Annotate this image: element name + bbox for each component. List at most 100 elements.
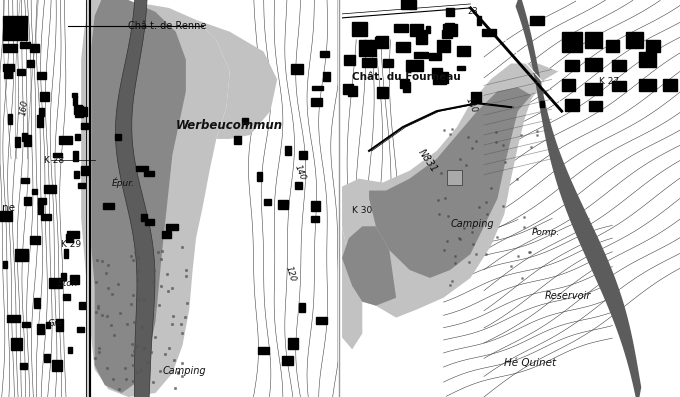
Bar xyxy=(414,52,428,58)
Bar xyxy=(296,182,303,189)
Bar xyxy=(15,137,20,147)
Bar xyxy=(589,101,602,111)
Bar xyxy=(445,23,454,35)
Bar xyxy=(606,40,619,52)
Bar xyxy=(457,66,465,70)
Bar xyxy=(426,26,430,33)
Bar xyxy=(457,46,471,56)
Bar xyxy=(24,197,31,205)
Bar xyxy=(103,202,114,209)
Bar xyxy=(565,99,579,111)
Text: Camping: Camping xyxy=(450,219,494,229)
Bar xyxy=(265,198,271,205)
Bar xyxy=(3,64,14,71)
Text: Reservoir: Reservoir xyxy=(545,291,591,301)
Bar xyxy=(562,32,582,52)
Text: K 30: K 30 xyxy=(352,206,373,215)
Bar xyxy=(362,58,376,67)
Bar xyxy=(646,40,660,52)
Bar xyxy=(401,0,411,9)
Bar xyxy=(562,79,575,91)
Text: Hé Quinet: Hé Quinet xyxy=(505,358,556,368)
Bar xyxy=(376,36,388,48)
Bar xyxy=(80,107,86,116)
Bar xyxy=(27,60,34,67)
Text: 160: 160 xyxy=(18,98,30,116)
Bar xyxy=(409,24,423,36)
Bar xyxy=(312,86,323,90)
Bar xyxy=(316,318,327,324)
Text: K 29: K 29 xyxy=(61,240,81,249)
Bar xyxy=(53,153,63,158)
Bar xyxy=(233,136,241,144)
Bar xyxy=(437,40,450,52)
Bar xyxy=(446,8,454,16)
Bar xyxy=(66,234,73,243)
Bar xyxy=(30,236,39,245)
Text: Châ t. de Renne: Châ t. de Renne xyxy=(129,21,207,31)
Bar xyxy=(311,201,320,211)
Bar xyxy=(22,322,30,327)
Bar xyxy=(141,214,147,222)
Bar xyxy=(0,211,12,221)
Text: Werbeucommun: Werbeucommun xyxy=(175,119,283,131)
Bar xyxy=(320,51,328,57)
Bar xyxy=(41,214,50,220)
Bar xyxy=(37,115,43,127)
Bar xyxy=(56,319,63,331)
Bar xyxy=(530,16,544,25)
Bar xyxy=(433,75,446,84)
Bar xyxy=(115,134,121,140)
Bar xyxy=(64,249,68,258)
Bar xyxy=(299,151,307,159)
Bar xyxy=(282,356,292,364)
Polygon shape xyxy=(369,87,531,278)
Bar xyxy=(258,347,269,355)
Bar xyxy=(22,133,27,141)
Bar xyxy=(613,60,626,71)
Bar xyxy=(75,113,83,117)
Bar xyxy=(40,92,50,101)
Bar xyxy=(12,338,22,350)
Bar xyxy=(396,42,409,52)
Bar xyxy=(144,171,154,176)
Bar xyxy=(37,72,46,79)
Bar xyxy=(565,60,579,71)
Text: Chât. du Fourneau: Chât. du Fourneau xyxy=(352,72,461,83)
Text: Camping: Camping xyxy=(163,366,206,376)
Bar xyxy=(44,354,50,362)
Bar xyxy=(52,360,62,371)
Bar xyxy=(38,202,43,214)
Bar xyxy=(76,106,82,110)
Bar xyxy=(63,294,70,300)
Text: Gie: Gie xyxy=(48,319,63,328)
Text: 140: 140 xyxy=(464,96,479,114)
Text: N831: N831 xyxy=(416,147,439,174)
Bar xyxy=(377,87,388,98)
Polygon shape xyxy=(116,0,155,397)
Bar xyxy=(34,298,39,308)
Bar xyxy=(3,44,17,52)
Bar xyxy=(32,189,37,194)
Text: 140: 140 xyxy=(292,164,307,182)
Bar xyxy=(299,303,305,312)
Bar xyxy=(311,216,319,222)
Bar xyxy=(16,249,28,260)
Bar xyxy=(167,224,178,230)
Bar xyxy=(639,79,656,91)
Bar xyxy=(4,69,12,78)
Bar xyxy=(37,198,46,204)
Bar xyxy=(137,166,148,172)
Bar xyxy=(432,68,442,77)
Bar xyxy=(626,32,643,48)
Bar xyxy=(20,363,27,369)
Bar xyxy=(292,64,303,74)
Bar xyxy=(3,261,7,268)
Bar xyxy=(7,315,20,322)
Bar xyxy=(24,135,31,146)
Bar xyxy=(145,220,154,225)
Bar xyxy=(73,96,78,105)
Polygon shape xyxy=(342,226,396,306)
Text: K 27: K 27 xyxy=(599,77,619,86)
Bar xyxy=(75,133,80,140)
